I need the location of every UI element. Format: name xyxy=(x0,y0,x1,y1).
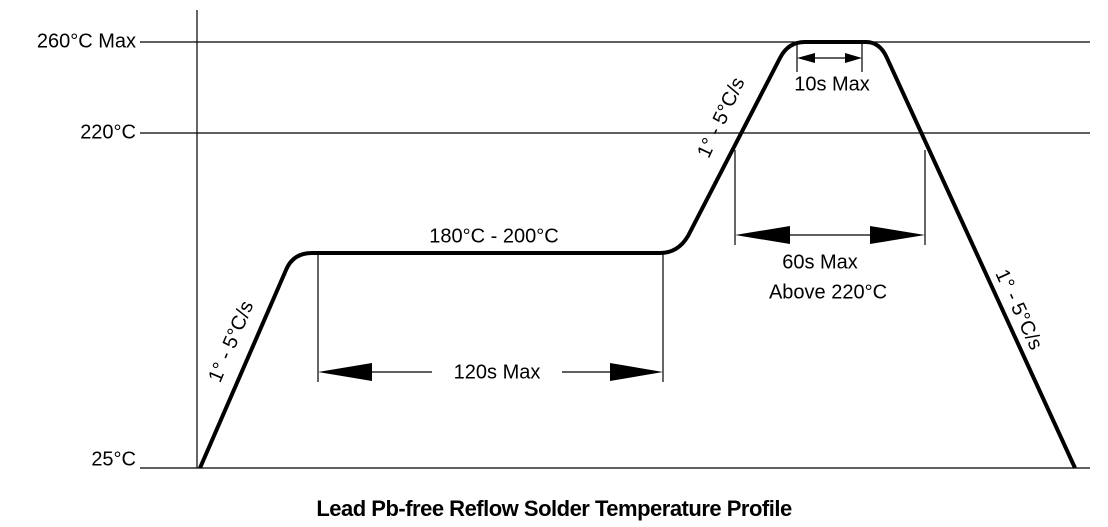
temperature-profile xyxy=(198,40,1077,469)
y-label: 260°C Max xyxy=(37,30,136,52)
slope-label: 1° - 5°C/s xyxy=(204,298,258,386)
soak-time-label: 120s Max xyxy=(454,361,541,383)
y-label: 25°C xyxy=(91,448,136,470)
above-time-label: 60s Max xyxy=(782,251,858,273)
axes xyxy=(140,10,1090,469)
above-dimension xyxy=(734,150,926,245)
slope-label: 1° - 5°C/s xyxy=(991,266,1047,353)
peak-time-label: 10s Max xyxy=(794,73,870,95)
soak-temp-label: 180°C - 200°C xyxy=(429,225,558,247)
soak-dimension xyxy=(317,253,664,382)
above-temp-label: Above 220°C xyxy=(769,281,887,303)
y-label: 220°C xyxy=(80,121,136,143)
peak-dimension xyxy=(796,42,863,72)
diagram-title: Lead Pb-free Reflow Solder Temperature P… xyxy=(316,496,792,521)
slope-label: 1° - 5°C/s xyxy=(693,74,749,161)
